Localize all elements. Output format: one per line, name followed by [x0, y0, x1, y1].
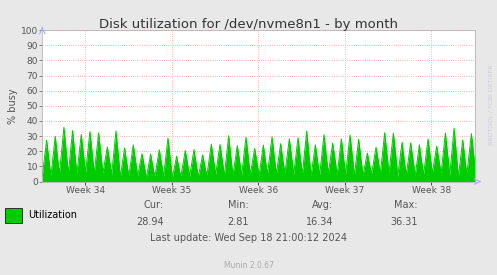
- Text: 16.34: 16.34: [306, 217, 333, 227]
- Text: Min:: Min:: [228, 200, 248, 210]
- Text: Utilization: Utilization: [28, 210, 78, 219]
- Text: Disk utilization for /dev/nvme8n1 - by month: Disk utilization for /dev/nvme8n1 - by m…: [99, 18, 398, 31]
- Text: Munin 2.0.67: Munin 2.0.67: [224, 260, 273, 270]
- Text: 28.94: 28.94: [136, 217, 164, 227]
- Text: Last update: Wed Sep 18 21:00:12 2024: Last update: Wed Sep 18 21:00:12 2024: [150, 233, 347, 243]
- Text: Avg:: Avg:: [312, 200, 333, 210]
- Text: RRDTOOL / TOBI OETIKER: RRDTOOL / TOBI OETIKER: [489, 64, 494, 145]
- Y-axis label: % busy: % busy: [8, 88, 18, 124]
- Text: 36.31: 36.31: [390, 217, 417, 227]
- Text: 2.81: 2.81: [227, 217, 248, 227]
- Text: Max:: Max:: [394, 200, 417, 210]
- Text: Cur:: Cur:: [144, 200, 164, 210]
